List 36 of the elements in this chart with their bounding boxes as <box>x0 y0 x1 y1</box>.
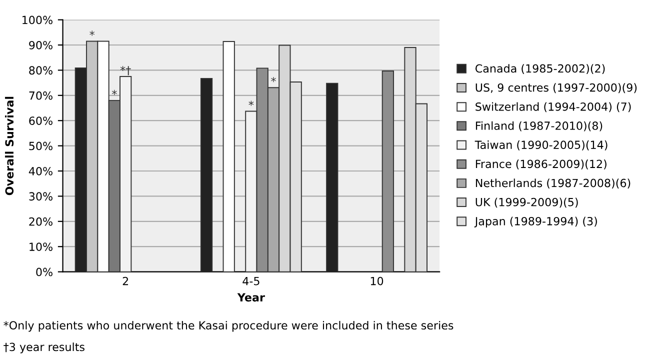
bar <box>222 40 235 272</box>
y-tick-label: 10% <box>30 242 52 251</box>
data-label: *† <box>120 66 131 76</box>
y-tick-label: 60% <box>29 116 52 125</box>
y-tick-label: 0% <box>36 268 52 276</box>
y-tick-label: 100% <box>22 16 52 24</box>
data-label: * <box>90 30 95 36</box>
legend-label: Canada (1985-2002)(2) <box>476 64 605 74</box>
legend-label: Switzerland (1994-2004) (7) <box>476 102 631 112</box>
x-tick-label: 2 <box>122 276 128 286</box>
x-axis-title: Year <box>237 293 265 302</box>
y-tick-label: 90% <box>29 40 52 50</box>
data-label: * <box>271 77 276 82</box>
x-tick-label: 10 <box>370 276 384 286</box>
y-tick-label: 40% <box>28 166 52 176</box>
data-label: * <box>248 100 254 106</box>
legend-label: UK (1999-2009)(5) <box>476 198 578 208</box>
text: †3 year results <box>4 342 84 354</box>
legend-label: France (1986-2009)(12) <box>476 160 606 170</box>
y-tick-label: 70% <box>29 91 52 100</box>
bar <box>382 70 394 272</box>
legend-label: US, 9 centres (1997-2000)(9) <box>476 83 637 94</box>
y-tick-label: 30% <box>29 192 52 201</box>
y-tick-label: 20% <box>29 217 52 226</box>
y-tick-label: 50% <box>29 142 52 150</box>
bar <box>200 78 213 272</box>
x-tick-label: 4-5 <box>242 277 260 286</box>
bar <box>326 82 338 272</box>
legend-label: Finland (1987-2010)(8) <box>476 121 602 132</box>
text: *Only patients who underwent the Kasai procedure were included in these series <box>4 320 454 332</box>
data-label: * <box>112 90 117 95</box>
legend-label: Taiwan (1990-2005)(14) <box>474 140 608 150</box>
y-tick-label: 80% <box>29 66 52 75</box>
legend-label: Netherlands (1987-2008)(6) <box>476 178 630 189</box>
y-axis-title: Overall Survival <box>5 96 14 196</box>
legend-label: Japan (1989-1994) (3) <box>474 216 597 228</box>
